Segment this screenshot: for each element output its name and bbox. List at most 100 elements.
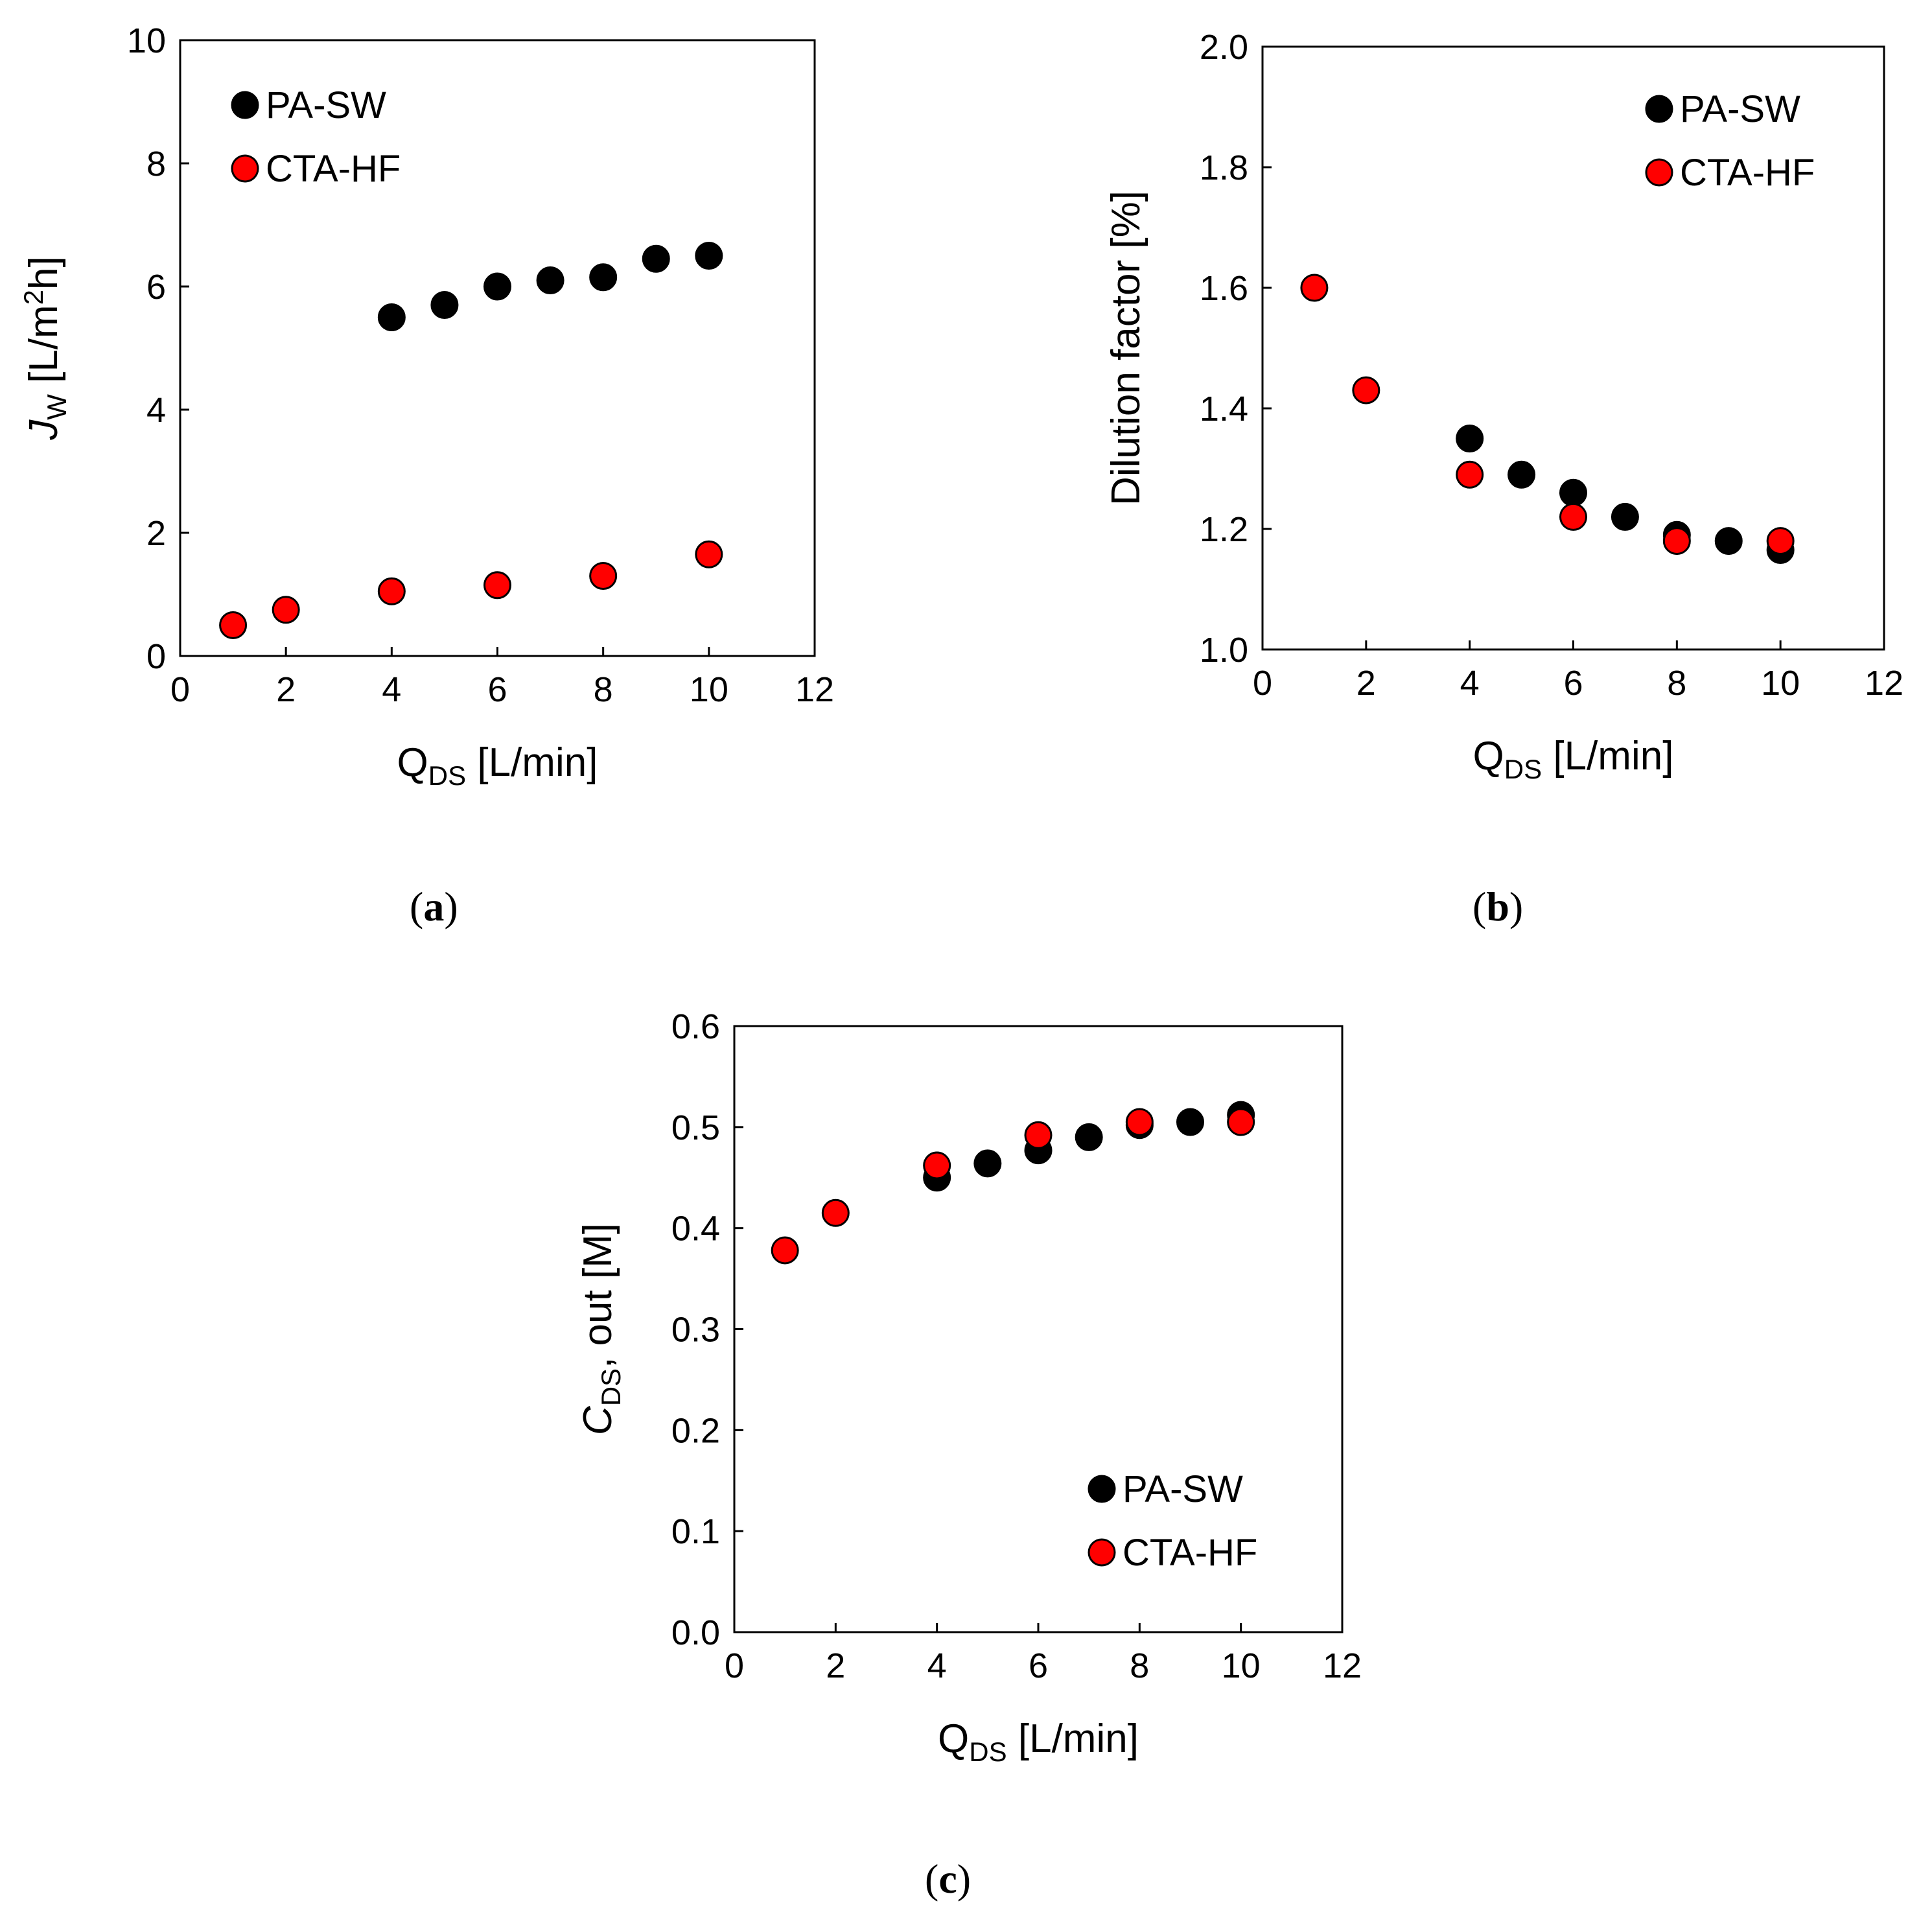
data-point-cta-hf bbox=[1024, 1121, 1053, 1149]
x-tick-label: 8 bbox=[1130, 1646, 1149, 1685]
data-point-cta-hf bbox=[1125, 1108, 1154, 1136]
chart-c: 0 2 4 6 8 10 12 0.0 0.1 0.2 0.3 0.4 0.5 0.6 QDS [L/min… bbox=[576, 1007, 1362, 1767]
chart-b: 0 2 4 6 8 10 12 1.0 1.2 1.4 1.6 1.8 2.0 QDS [L/min] Di… bbox=[1104, 28, 1903, 784]
x-tick-label: 2 bbox=[276, 670, 296, 709]
data-point-cta-hf bbox=[771, 1236, 799, 1265]
y-tick-label: 2 bbox=[146, 514, 166, 553]
y-tick-label: 0.4 bbox=[671, 1210, 720, 1248]
y-axis-label: JW [L/m2h] bbox=[18, 256, 72, 441]
legend-marker-pa-sw bbox=[1088, 1475, 1116, 1503]
panel-label-c-text: c bbox=[938, 1856, 957, 1902]
x-tick-label: 0 bbox=[1253, 664, 1272, 703]
y-tick-label: 1.2 bbox=[1200, 510, 1248, 549]
legend-marker-pa-sw bbox=[231, 91, 259, 119]
panel-label-b-text: b bbox=[1486, 883, 1509, 930]
data-point-cta-hf bbox=[589, 562, 618, 590]
data-point-pa-sw bbox=[695, 242, 723, 270]
plot-frame bbox=[179, 39, 816, 657]
y-tick-label: 1.0 bbox=[1200, 631, 1248, 670]
legend-label-cta-hf: CTA-HF bbox=[266, 148, 401, 190]
panel-label-a-text: a bbox=[423, 883, 445, 930]
y-tick-label: 1.8 bbox=[1200, 148, 1248, 187]
panel-label-a: (a) bbox=[410, 883, 458, 930]
legend-label-pa-sw: PA-SW bbox=[266, 84, 386, 126]
x-tick-label: 8 bbox=[1667, 664, 1686, 703]
series-cta-hf bbox=[219, 540, 723, 639]
x-tick-label: 2 bbox=[826, 1646, 845, 1685]
data-point-pa-sw bbox=[483, 272, 511, 301]
data-point-cta-hf bbox=[695, 540, 723, 568]
series-pa-sw bbox=[377, 242, 723, 331]
series-cta-hf bbox=[1300, 274, 1795, 556]
data-point-pa-sw bbox=[973, 1149, 1002, 1178]
legend-label-cta-hf: CTA-HF bbox=[1680, 152, 1815, 194]
data-point-pa-sw bbox=[1176, 1108, 1204, 1136]
data-point-pa-sw bbox=[1559, 478, 1587, 507]
data-point-cta-hf bbox=[923, 1151, 951, 1180]
legend-marker-pa-sw bbox=[1645, 95, 1673, 123]
x-tick-label: 2 bbox=[1356, 664, 1376, 703]
legend-label-cta-hf: CTA-HF bbox=[1123, 1532, 1257, 1574]
series-pa-sw bbox=[923, 1101, 1255, 1192]
data-point-cta-hf bbox=[219, 611, 248, 639]
x-tick-label: 12 bbox=[1865, 664, 1903, 703]
x-tick-label: 6 bbox=[487, 670, 507, 709]
x-tick-label: 10 bbox=[690, 670, 728, 709]
data-point-cta-hf bbox=[1352, 376, 1380, 404]
y-tick-label: 0 bbox=[146, 637, 166, 676]
y-tick-label: 0.1 bbox=[671, 1512, 720, 1551]
data-point-cta-hf bbox=[1766, 527, 1795, 556]
data-point-pa-sw bbox=[1507, 460, 1536, 489]
x-tick-label: 4 bbox=[1460, 664, 1480, 703]
legend-label-pa-sw: PA-SW bbox=[1680, 88, 1800, 130]
y-tick-label: 1.6 bbox=[1200, 269, 1248, 308]
x-axis-label: QDS [L/min] bbox=[397, 740, 598, 791]
x-axis-label: QDS [L/min] bbox=[938, 1716, 1139, 1767]
data-point-pa-sw bbox=[1611, 502, 1639, 531]
data-point-pa-sw bbox=[1714, 527, 1743, 556]
x-tick-label: 10 bbox=[1761, 664, 1800, 703]
data-point-cta-hf bbox=[483, 571, 511, 600]
legend-marker-cta-hf bbox=[231, 154, 259, 183]
x-tick-label: 4 bbox=[382, 670, 401, 709]
y-tick-label: 0.3 bbox=[671, 1311, 720, 1350]
x-tick-label: 0 bbox=[170, 670, 190, 709]
panel-label-c: (c) bbox=[925, 1856, 972, 1902]
series-cta-hf bbox=[771, 1108, 1255, 1265]
legend: PA-SW CTA-HF bbox=[1088, 1468, 1257, 1574]
y-tick-label: 0.6 bbox=[671, 1007, 720, 1046]
y-axis-label: CDS, out [M] bbox=[576, 1223, 626, 1435]
x-tick-label: 8 bbox=[594, 670, 613, 709]
y-tick-label: 0.5 bbox=[671, 1108, 720, 1147]
data-point-cta-hf bbox=[1456, 460, 1484, 489]
legend: PA-SW CTA-HF bbox=[1645, 88, 1815, 194]
data-point-cta-hf bbox=[272, 596, 300, 624]
y-axis-label: Dilution factor [%] bbox=[1104, 191, 1148, 506]
legend-marker-cta-hf bbox=[1645, 158, 1673, 187]
data-point-pa-sw bbox=[536, 266, 564, 294]
y-tick-label: 2.0 bbox=[1200, 28, 1248, 67]
x-tick-label: 6 bbox=[1563, 664, 1583, 703]
panel-label-b: (b) bbox=[1472, 883, 1524, 930]
data-point-pa-sw bbox=[430, 291, 459, 319]
x-tick-label: 0 bbox=[725, 1646, 744, 1685]
x-tick-label: 12 bbox=[795, 670, 834, 709]
x-tick-label: 4 bbox=[927, 1646, 947, 1685]
data-point-cta-hf bbox=[1227, 1108, 1255, 1136]
data-point-pa-sw bbox=[642, 244, 670, 273]
series-pa-sw bbox=[1456, 425, 1795, 565]
chart-a: 0 2 4 6 8 10 12 0 2 4 6 8 10 QDS [L/min] JW [L/m2h] PA-… bbox=[18, 21, 834, 791]
x-axis-label: QDS [L/min] bbox=[1473, 734, 1674, 784]
data-point-cta-hf bbox=[1300, 274, 1329, 302]
legend-label-pa-sw: PA-SW bbox=[1123, 1468, 1243, 1510]
data-point-cta-hf bbox=[821, 1199, 850, 1227]
data-point-cta-hf bbox=[1662, 527, 1691, 556]
data-point-cta-hf bbox=[1559, 502, 1587, 531]
data-point-pa-sw bbox=[1456, 425, 1484, 452]
data-point-pa-sw bbox=[377, 303, 406, 331]
x-tick-label: 6 bbox=[1029, 1646, 1048, 1685]
y-tick-label: 0.0 bbox=[671, 1613, 720, 1652]
y-tick-label: 0.2 bbox=[671, 1411, 720, 1450]
y-tick-label: 6 bbox=[146, 268, 166, 307]
